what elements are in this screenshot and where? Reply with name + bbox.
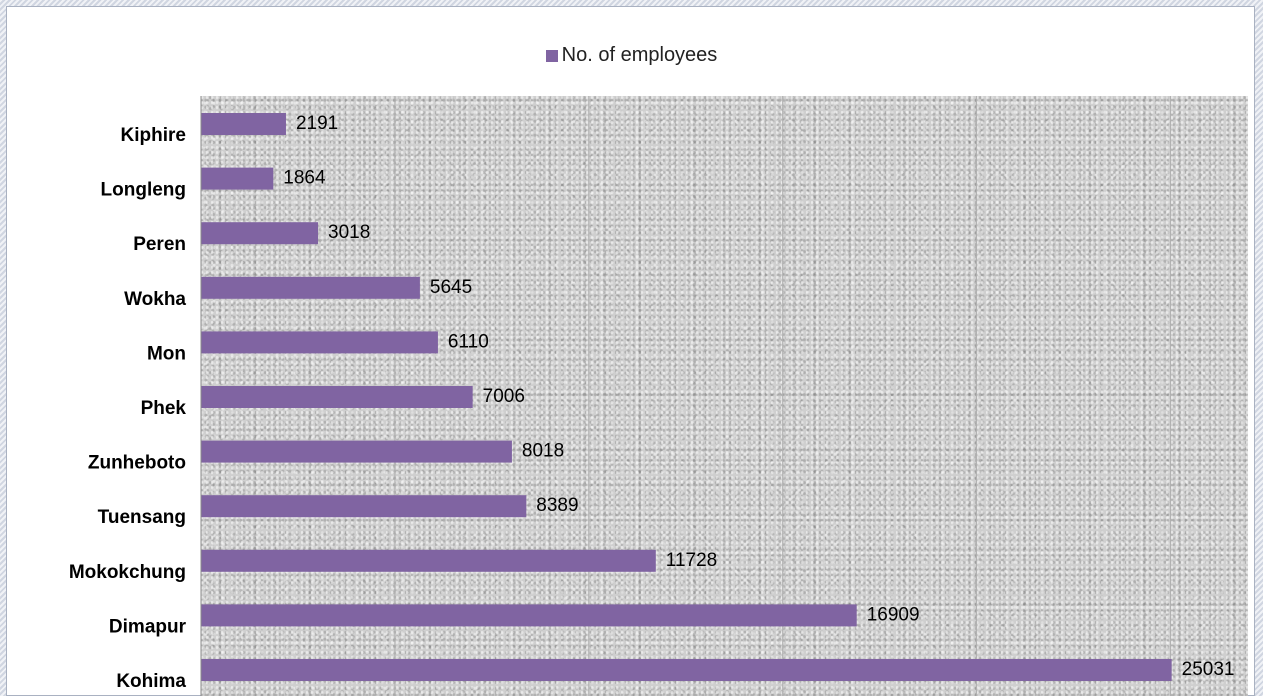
category-label-tuensang: Tuensang: [98, 507, 186, 528]
gridlines: [394, 96, 1171, 696]
value-label-kohima: 25031: [1182, 659, 1235, 680]
bar-peren: [201, 222, 319, 245]
category-label-dimapur: Dimapur: [109, 616, 187, 637]
category-label-longleng: Longleng: [101, 180, 186, 201]
value-label-longleng: 1864: [283, 168, 326, 189]
value-label-dimapur: 16909: [867, 604, 920, 625]
bar-dimapur: [201, 604, 857, 627]
legend-swatch: [545, 49, 558, 62]
bar-kohima: [201, 659, 1172, 681]
legend-label: No. of employees: [561, 44, 718, 66]
value-label-phek: 7006: [483, 386, 525, 407]
value-label-peren: 3018: [328, 222, 370, 243]
value-label-kiphire: 2191: [296, 113, 338, 134]
category-label-phek: Phek: [141, 398, 187, 419]
bar-tuensang: [201, 495, 527, 518]
bar-mon: [201, 331, 438, 354]
bar-longleng: [201, 167, 274, 190]
value-label-tuensang: 8389: [536, 495, 578, 516]
plot-area: [201, 96, 1248, 696]
value-label-wokha: 5645: [430, 277, 472, 298]
category-label-mon: Mon: [147, 343, 186, 364]
value-label-mokokchung: 11728: [666, 550, 717, 571]
category-label-mokokchung: Mokokchung: [69, 562, 186, 583]
value-labels: 2191 1864 3018 5645 6110 7006 8018 8389 11728 169…: [283, 113, 1234, 680]
category-label-kohima: Kohima: [116, 671, 186, 692]
category-label-zunheboto: Zunheboto: [88, 453, 186, 474]
bar-mokokchung: [201, 549, 656, 572]
category-label-peren: Peren: [133, 234, 186, 255]
category-labels: Kiphire Longleng Peren Wokha Mon Phek Zunhebot…: [69, 125, 187, 692]
bar-kiphire: [201, 113, 286, 135]
legend: No. of employees: [0, 44, 1263, 67]
bar-zunheboto: [201, 440, 512, 463]
bar-wokha: [201, 276, 420, 299]
bar-phek: [201, 386, 473, 408]
value-label-zunheboto: 8018: [522, 441, 564, 462]
value-label-mon: 6110: [448, 331, 489, 352]
category-label-kiphire: Kiphire: [121, 125, 186, 146]
bars: [201, 113, 1172, 681]
category-label-wokha: Wokha: [124, 289, 186, 310]
